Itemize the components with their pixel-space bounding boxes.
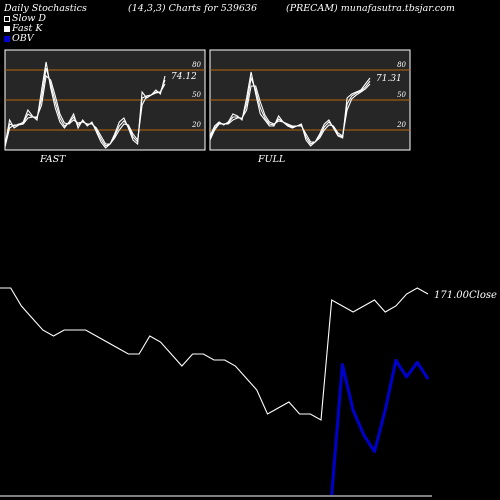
- full-level-label-50: 50: [397, 91, 406, 99]
- fast-level-label-80: 80: [192, 61, 201, 69]
- fast-k-swatch-icon: [4, 26, 10, 32]
- obv-line: [330, 358, 430, 496]
- fast-title: FAST: [39, 154, 66, 165]
- full-title: FULL: [257, 154, 285, 165]
- fast-level-label-20: 20: [191, 121, 201, 129]
- legend-label-slow-d: Slow D: [12, 13, 47, 24]
- full-series-line-2: [209, 83, 371, 143]
- legend-item-obv: OBV: [4, 34, 46, 44]
- legend: Slow D Fast K OBV: [4, 14, 46, 44]
- header-left: Daily Stochastics: [4, 3, 87, 14]
- header-right: (PRECAM) munafasutra.tbsjar.com: [286, 3, 455, 14]
- header-center: (14,3,3) Charts for 539636: [128, 3, 258, 14]
- fast-level-label-50: 50: [192, 91, 201, 99]
- full-level-label-80: 80: [397, 61, 406, 69]
- full-level-label-20: 20: [396, 121, 406, 129]
- obv-swatch-icon: [4, 36, 10, 42]
- legend-item-slow-d: Slow D: [4, 14, 46, 24]
- fast-last-value-label: 74.12: [171, 72, 197, 82]
- fast-series-line-2: [4, 74, 166, 148]
- full-last-value-label: 71.31: [376, 74, 402, 84]
- slow-d-swatch-icon: [4, 16, 10, 22]
- close-value-label: 171.00Close: [434, 290, 497, 301]
- close-price-line: [0, 287, 429, 421]
- legend-label-fast-k: Fast K: [12, 23, 43, 34]
- legend-label-obv: OBV: [12, 33, 34, 44]
- legend-item-fast-k: Fast K: [4, 24, 46, 34]
